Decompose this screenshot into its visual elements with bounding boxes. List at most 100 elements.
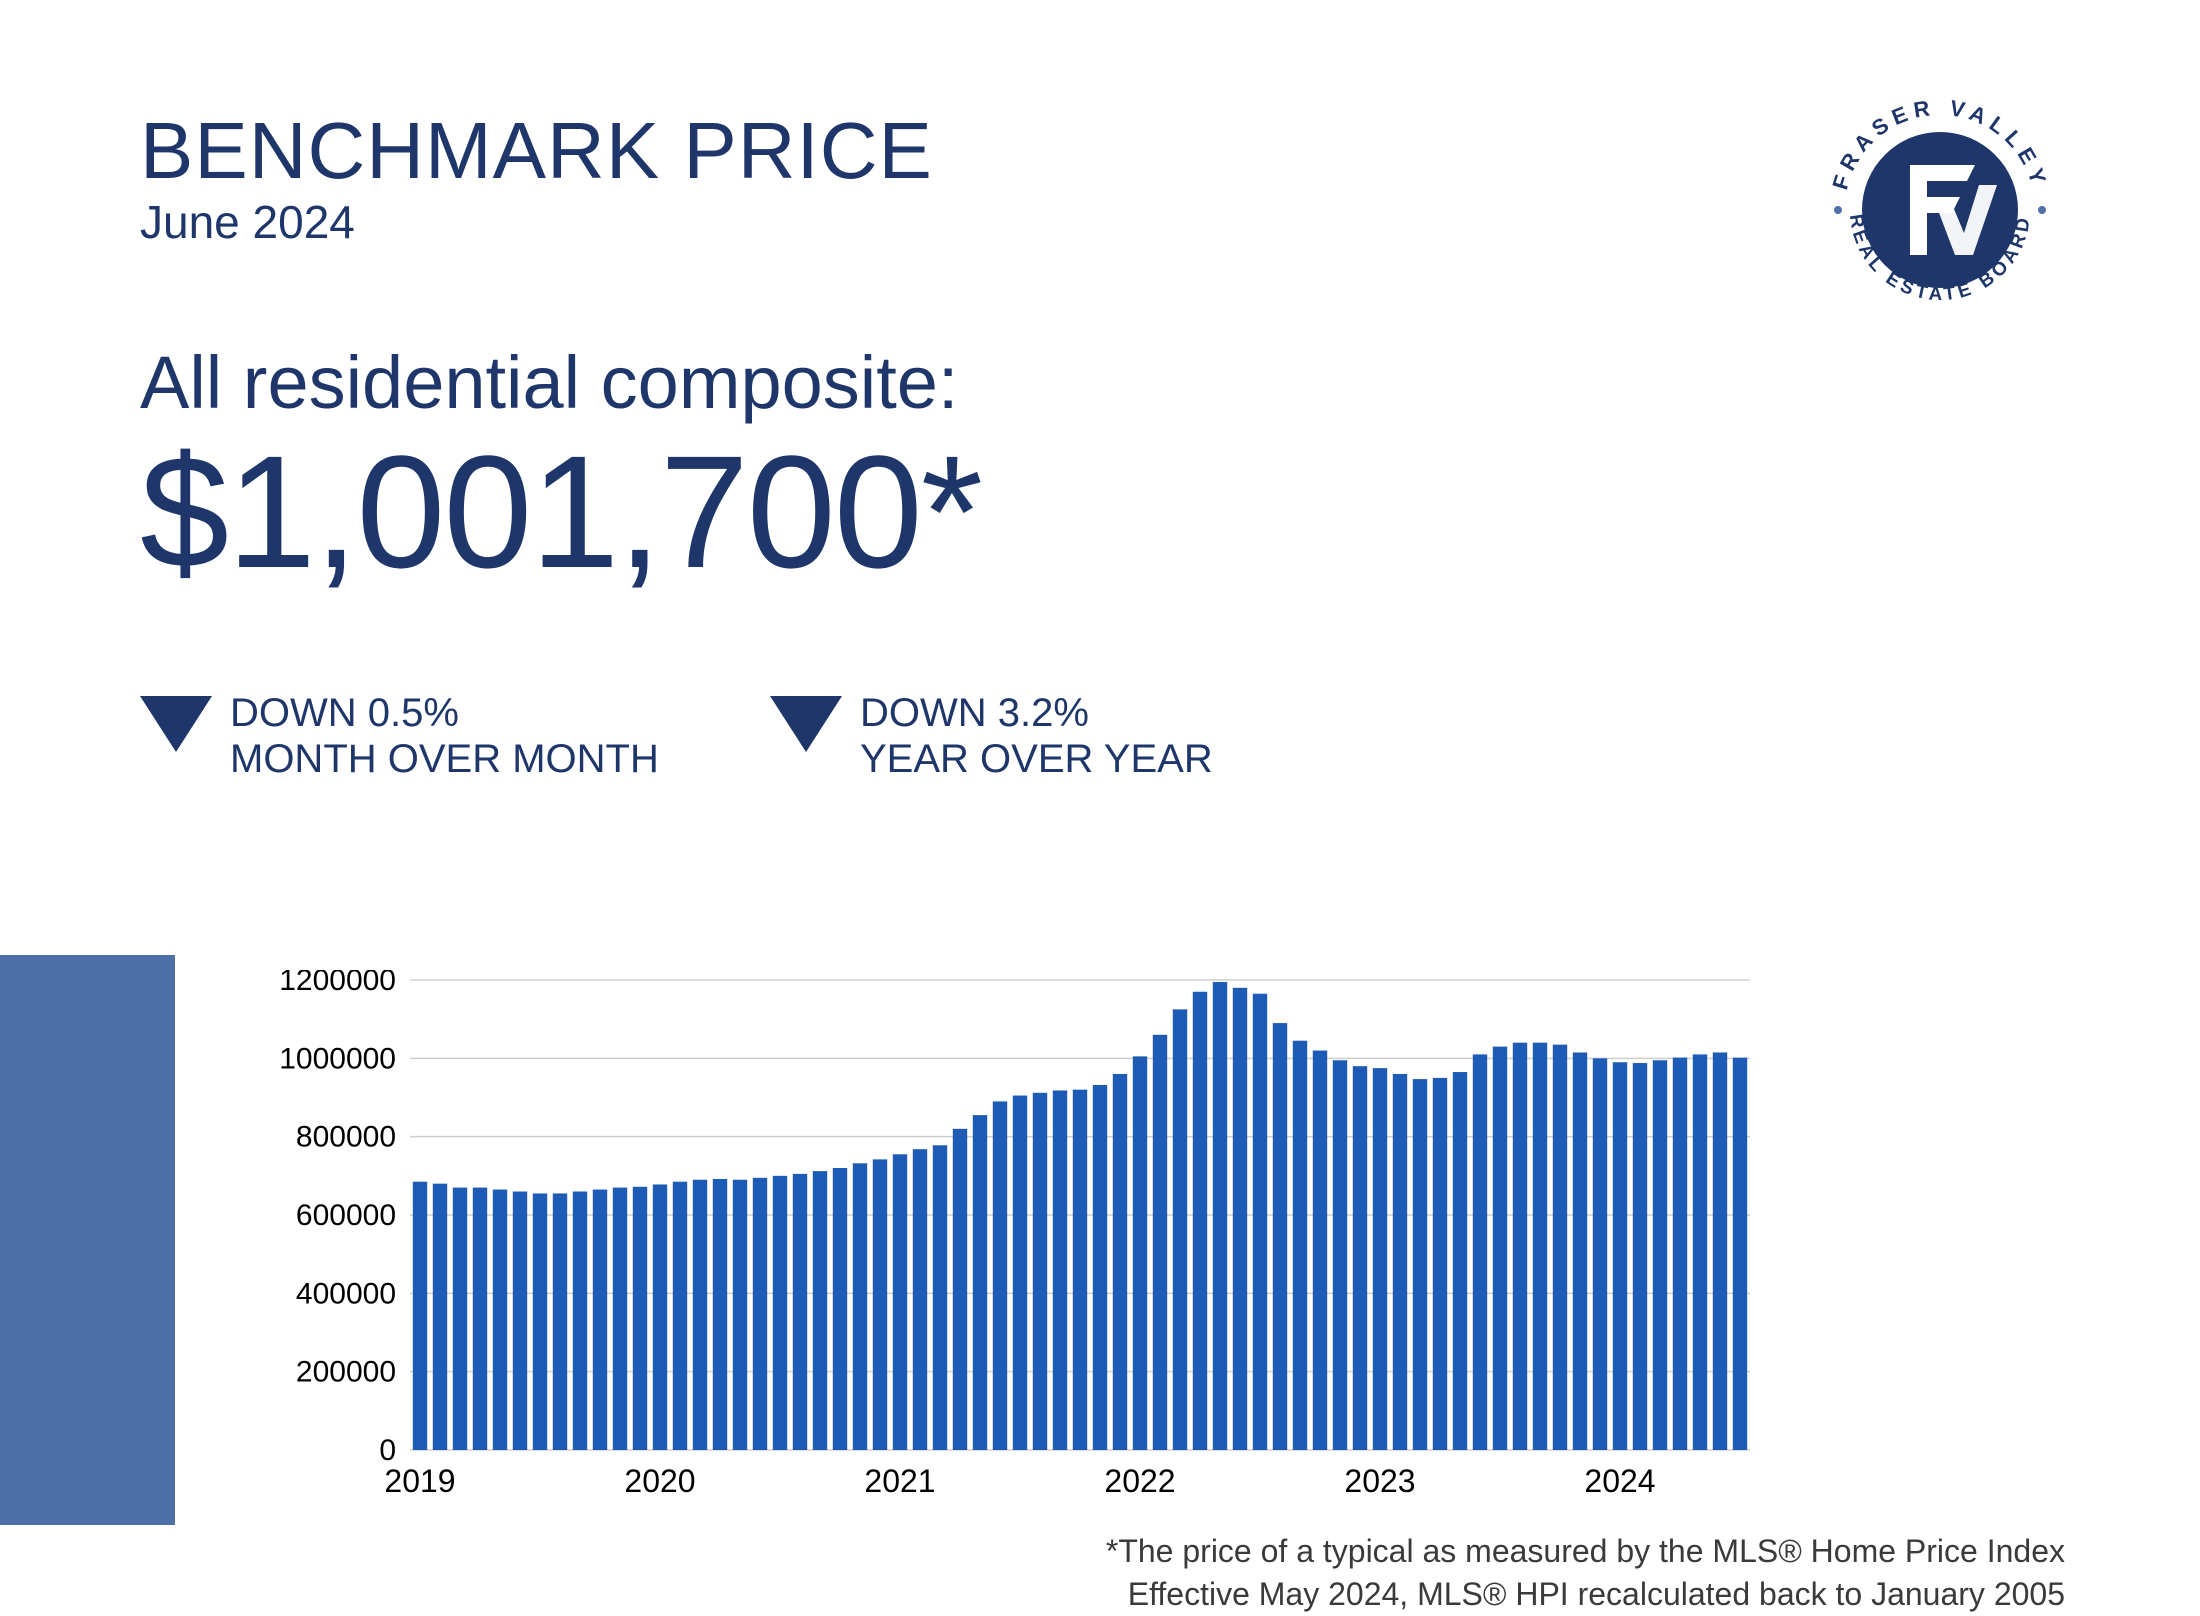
chart-bar [1733,1058,1747,1450]
down-triangle-icon [770,696,842,752]
chart-bar [1113,1074,1127,1450]
chart-bar [1093,1085,1107,1450]
chart-bar [1693,1054,1707,1450]
page-subtitle: June 2024 [140,195,355,249]
y-tick-label: 600000 [296,1199,396,1232]
y-tick-label: 800000 [296,1121,396,1154]
chart-bar [1653,1060,1667,1450]
logo-dot-right [2038,206,2046,214]
stat-year-over-year: DOWN 3.2% YEAR OVER YEAR [770,690,1213,782]
y-tick-label: 1200000 [279,970,396,997]
chart-bar [1553,1045,1567,1450]
chart-bar [853,1163,867,1450]
logo-svg: FRASER VALLEY REAL ESTATE BOARD [1815,85,2065,335]
chart-svg: 0200000400000600000800000100000012000002… [240,970,1760,1510]
chart-bar [933,1145,947,1450]
chart-bar [493,1190,507,1450]
chart-bar [773,1176,787,1450]
stat-yoy-line1: DOWN 3.2% [860,690,1213,736]
stat-mom-line1: DOWN 0.5% [230,690,659,736]
chart-bar [633,1187,647,1450]
chart-bar [1213,982,1227,1450]
chart-bar [1573,1052,1587,1450]
stat-yoy-line2: YEAR OVER YEAR [860,736,1213,782]
chart-bar [1053,1090,1067,1450]
chart-bar [573,1192,587,1451]
chart-bar [1253,994,1267,1450]
x-tick-label: 2022 [1104,1463,1175,1499]
chart-bar [1353,1066,1367,1450]
chart-bar [553,1193,567,1450]
chart-bar [1453,1072,1467,1450]
chart-bar [1473,1054,1487,1450]
chart-bar [473,1188,487,1450]
chart-bar [1193,992,1207,1450]
footnote-line2: Effective May 2024, MLS® HPI recalculate… [1106,1573,2065,1616]
chart-bar [513,1192,527,1451]
benchmark-price-chart: 0200000400000600000800000100000012000002… [240,970,1760,1510]
chart-bar [893,1154,907,1450]
chart-bar [1073,1090,1087,1450]
chart-bar [1613,1062,1627,1450]
chart-bar [1373,1068,1387,1450]
chart-bar [1173,1009,1187,1450]
page-title: BENCHMARK PRICE [140,105,933,197]
page-root: BENCHMARK PRICE June 2024 All residentia… [0,0,2200,1613]
chart-bar [1713,1052,1727,1450]
chart-bar [1433,1078,1447,1450]
x-tick-label: 2021 [864,1463,935,1499]
chart-bar [753,1178,767,1450]
chart-bar [1493,1047,1507,1450]
chart-bar [973,1115,987,1450]
chart-bar [1133,1056,1147,1450]
composite-price: $1,001,700* [140,420,981,604]
fraser-valley-logo: FRASER VALLEY REAL ESTATE BOARD [1815,85,2065,335]
stat-yoy-text: DOWN 3.2% YEAR OVER YEAR [860,690,1213,782]
y-tick-label: 200000 [296,1356,396,1389]
chart-bar [793,1174,807,1450]
chart-bar [733,1180,747,1450]
x-tick-label: 2024 [1584,1463,1655,1499]
y-tick-label: 1000000 [279,1042,396,1075]
chart-bar [1533,1043,1547,1450]
chart-bar [1033,1093,1047,1450]
chart-bar [913,1149,927,1450]
chart-bar [833,1168,847,1450]
chart-bar [1013,1096,1027,1450]
chart-bar [1593,1058,1607,1450]
chart-bar [1293,1041,1307,1450]
chart-bar [1333,1060,1347,1450]
chart-bar [1153,1035,1167,1450]
x-tick-label: 2023 [1344,1463,1415,1499]
chart-bar [1413,1079,1427,1450]
chart-bar [713,1179,727,1450]
chart-bar [453,1188,467,1450]
chart-bar [873,1159,887,1450]
chart-bar [953,1129,967,1450]
chart-bar [593,1190,607,1450]
chart-bar [1313,1051,1327,1451]
chart-bar [1233,988,1247,1450]
chart-bar [1633,1063,1647,1450]
chart-bar [653,1184,667,1450]
composite-label: All residential composite: [140,340,958,425]
down-triangle-icon [140,696,212,752]
stat-month-over-month: DOWN 0.5% MONTH OVER MONTH [140,690,659,782]
chart-bar [1393,1074,1407,1450]
x-tick-label: 2019 [384,1463,455,1499]
y-tick-label: 400000 [296,1277,396,1310]
logo-dot-left [1834,206,1842,214]
chart-bar [1673,1058,1687,1450]
decorative-sidebar-block [0,955,175,1525]
stat-mom-text: DOWN 0.5% MONTH OVER MONTH [230,690,659,782]
footnote: *The price of a typical as measured by t… [1106,1530,2065,1616]
chart-bar [693,1180,707,1450]
chart-bar [1513,1043,1527,1450]
footnote-line1: *The price of a typical as measured by t… [1106,1530,2065,1573]
chart-bar [613,1188,627,1450]
chart-bar [533,1193,547,1450]
chart-bar [673,1182,687,1450]
chart-bar [1273,1023,1287,1450]
x-tick-label: 2020 [624,1463,695,1499]
chart-bar [433,1184,447,1450]
